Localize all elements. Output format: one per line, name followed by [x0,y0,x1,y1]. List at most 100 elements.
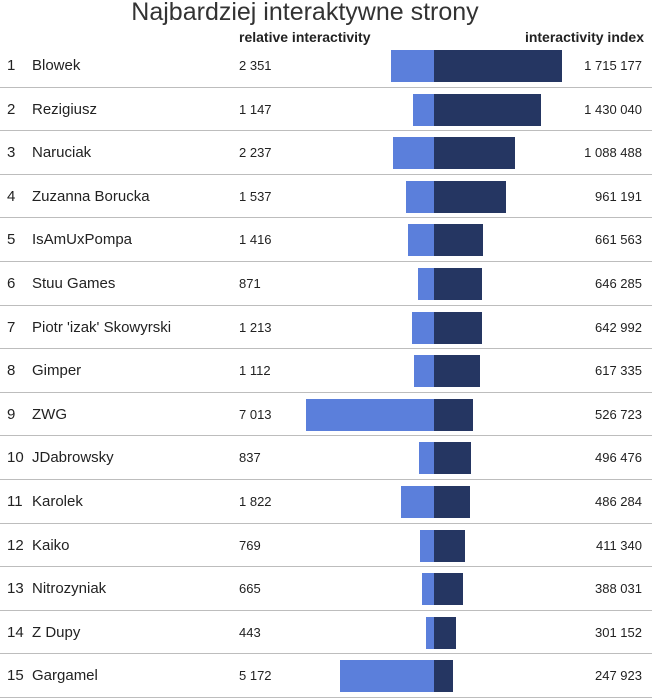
chart-row: 3 Naruciak 2 237 1 088 488 [0,131,652,175]
site-name: Karolek [32,493,83,510]
rank-label: 7 [7,318,16,336]
chart-title: Najbardziej interaktywne strony [131,0,479,26]
interactivity-index-bar [434,137,516,170]
interactivity-index-bar [434,616,457,649]
interactivity-index-value: 1 715 177 [584,58,642,73]
rank-label: 9 [7,405,16,423]
site-name: Kaiko [32,536,70,554]
chart-row: 10 JDabrowsky 837 496 476 [0,436,652,480]
rank-label: 6 [7,275,16,292]
site-name: Piotr 'izak' Skowyrski [32,318,172,336]
chart-row: 14 Z Dupy 443 301 152 [0,611,652,655]
relative-interactivity-bar [425,616,434,649]
interactivity-index-header: interactivity index [524,29,644,45]
relative-interactivity-bar [391,50,434,82]
interactivity-index-value: 1 430 040 [584,101,642,117]
relative-interactivity-bar [405,180,434,213]
relative-interactivity-value: 1 416 [239,232,272,248]
interactivity-index-value: 526 723 [595,406,642,422]
relative-interactivity-bar [408,224,434,257]
site-name: Naruciak [32,144,92,162]
relative-interactivity-bar [393,137,434,170]
rank-label: 15 [7,667,24,685]
interactivity-index-bar [434,398,474,431]
relative-interactivity-bar [413,355,434,388]
chart-row: 15 Gargamel 5 172 247 923 [0,654,652,698]
relative-interactivity-bar [418,442,434,475]
site-name: Stuu Games [32,275,116,292]
interactivity-index-value: 642 992 [595,319,642,335]
relative-interactivity-value: 1 112 [239,363,271,379]
site-name: Z Dupy [32,623,81,641]
relative-interactivity-value: 1 822 [239,494,272,509]
chart-row: 8 Gimper 1 112 617 335 [0,349,652,393]
interactivity-index-value: 617 335 [595,363,642,379]
interactivity-index-value: 388 031 [595,581,642,597]
chart-row: 12 Kaiko 769 411 340 [0,524,652,568]
interactivity-index-value: 247 923 [595,668,642,684]
rank-label: 8 [7,362,16,380]
rank-label: 14 [7,623,24,641]
relative-interactivity-value: 837 [239,450,261,466]
chart-row: 13 Nitrozyniak 665 388 031 [0,567,652,611]
relative-interactivity-value: 5 172 [239,668,272,684]
relative-interactivity-bar [419,529,434,562]
interactivity-index-bar [434,486,471,518]
relative-interactivity-bar [418,268,434,300]
interactivity-index-bar [434,442,472,475]
rank-label: 4 [7,187,16,205]
site-name: JDabrowsky [32,449,114,467]
chart-row: 1 Blowek 2 351 1 715 177 [0,44,652,88]
interactivity-index-value: 496 476 [595,450,642,466]
relative-interactivity-header: relative interactivity [239,29,371,45]
interactivity-index-bar [434,50,562,82]
chart-row: 11 Karolek 1 822 486 284 [0,480,652,524]
relative-interactivity-value: 1 537 [239,188,272,204]
interactivity-index-value: 646 285 [595,276,642,291]
interactivity-index-bar [434,180,506,213]
relative-interactivity-bar [306,398,434,431]
site-name: IsAmUxPompa [32,231,133,249]
relative-interactivity-value: 2 351 [239,58,272,73]
chart-row: 5 IsAmUxPompa 1 416 661 563 [0,218,652,262]
interactivity-index-bar [434,573,463,606]
interactivity-index-value: 411 340 [595,537,642,553]
chart-row: 6 Stuu Games 871 646 285 [0,262,652,306]
chart-row: 2 Rezigiusz 1 147 1 430 040 [0,88,652,132]
interactivity-index-value: 661 563 [595,232,642,248]
rank-label: 1 [7,57,16,74]
interactivity-index-bar [434,660,453,693]
relative-interactivity-value: 1 147 [239,101,272,117]
site-name: Rezigiusz [32,100,98,118]
relative-interactivity-value: 665 [239,581,261,597]
relative-interactivity-value: 2 237 [239,145,272,161]
relative-interactivity-bar [413,93,434,126]
site-name: Zuzanna Borucka [32,187,150,205]
relative-interactivity-value: 871 [239,276,261,291]
relative-interactivity-bar [411,311,434,344]
relative-interactivity-value: 7 013 [239,406,272,422]
chart-row: 4 Zuzanna Borucka 1 537 961 191 [0,175,652,219]
site-name: Gargamel [32,667,98,685]
rank-label: 12 [7,536,24,554]
relative-interactivity-bar [421,573,434,606]
interactivity-index-bar [434,529,465,562]
rank-label: 10 [7,449,24,467]
site-name: ZWG [32,405,67,423]
site-name: Gimper [32,362,82,380]
relative-interactivity-value: 769 [239,537,261,553]
interactivity-index-bar [434,224,484,257]
interactivity-index-bar [434,311,482,344]
site-name: Blowek [32,57,81,74]
relative-interactivity-value: 1 213 [239,319,272,335]
interactivity-index-value: 301 152 [595,624,642,640]
rank-label: 2 [7,100,16,118]
relative-interactivity-value: 443 [239,624,261,640]
chart-row: 7 Piotr 'izak' Skowyrski 1 213 642 992 [0,306,652,350]
rank-label: 3 [7,144,16,162]
relative-interactivity-bar [400,486,434,518]
interactivity-index-bar [434,93,541,126]
site-name: Nitrozyniak [32,580,107,598]
interactivity-index-bar [434,355,481,388]
relative-interactivity-bar [339,660,434,693]
